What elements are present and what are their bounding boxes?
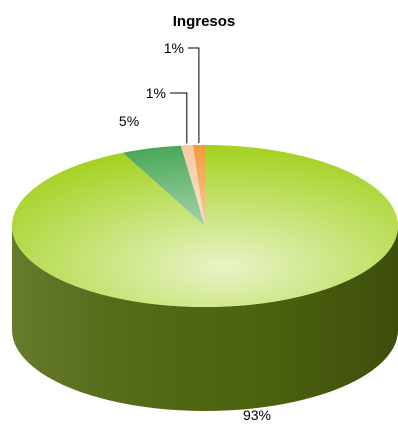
data-label-0: 93% [243, 407, 271, 423]
pie-labels: 93% 5% 1% 1% [119, 40, 271, 423]
leader-line-3 [188, 47, 200, 143]
leader-line-2 [170, 92, 188, 144]
pie-side [12, 226, 398, 411]
data-label-3: 1% [164, 40, 184, 56]
pie-top [12, 145, 398, 307]
data-label-1: 5% [119, 113, 139, 129]
pie-top-gloss [12, 145, 398, 307]
slice-side-shade-0 [12, 226, 398, 411]
chart-title: Ingresos [173, 13, 236, 30]
data-label-2: 1% [146, 85, 166, 101]
